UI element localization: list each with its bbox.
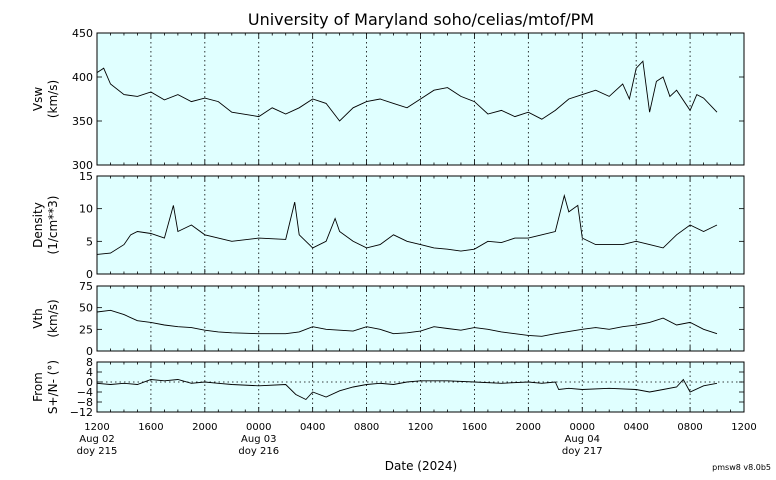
x-tick-date: Aug 03 [241, 434, 276, 445]
y-axis-label-line: (km/s) [46, 80, 60, 118]
y-tick-label: 350 [72, 115, 93, 128]
y-tick-label: 0 [86, 345, 93, 358]
x-tick-label: 0000 [570, 422, 595, 433]
panel-density: 0 5 10 15 Density(1/cm**3) [31, 170, 745, 281]
y-axis-label: Density(1/cm**3) [31, 196, 60, 255]
series-line-flow-angle [96, 378, 718, 401]
x-tick-doy: doy 216 [238, 446, 279, 457]
x-tick-doy: doy 217 [562, 446, 603, 457]
x-tick-date: Aug 02 [79, 434, 114, 445]
y-axis-label-line: Vsw [31, 87, 45, 111]
y-axis-label-line: (km/s) [46, 299, 60, 337]
y-tick-label: 0 [86, 376, 93, 389]
y-axis-label-line: (1/cm**3) [46, 196, 60, 255]
x-tick-label: 1600 [462, 422, 487, 433]
x-tick-label: 0400 [300, 422, 325, 433]
x-tick-date: Aug 04 [565, 434, 600, 445]
y-axis-label: FromS+/N- (°) [31, 360, 60, 414]
x-tick-label: 1200 [84, 422, 109, 433]
y-axis-label-line: Density [31, 202, 45, 248]
y-tick-label: 15 [79, 170, 93, 183]
x-tick-label: 2000 [516, 422, 541, 433]
panel-frame [96, 32, 745, 166]
panel-vth: 0 25 50 75 Vth(km/s) [31, 280, 745, 358]
series-line-vsw [96, 60, 718, 122]
y-tick-label: 5 [86, 235, 93, 248]
panel-frame [96, 175, 745, 275]
y-tick-label: −4 [77, 386, 93, 399]
panel-frame [96, 361, 745, 413]
series-line-density [96, 193, 718, 255]
panel-stack: 300350400450Vsw(km/s)051015Density(1/cm*… [31, 27, 745, 419]
y-tick-label: 10 [79, 203, 93, 216]
y-tick-label: 50 [79, 302, 93, 315]
y-tick-label: −12 [70, 406, 93, 419]
y-tick-label: 25 [79, 323, 93, 336]
x-tick-doy: doy 215 [77, 446, 118, 457]
y-axis-label-line: From [31, 372, 45, 402]
y-axis-label-line: Vth [31, 308, 45, 329]
series-line-vth [96, 309, 718, 337]
x-tick-label: 1600 [138, 422, 163, 433]
x-axis-label: Date (2024) [385, 459, 457, 473]
x-tick-label: 0400 [623, 422, 648, 433]
y-tick-label: 75 [79, 280, 93, 293]
x-tick-label: 1200 [731, 422, 756, 433]
y-tick-label: −8 [77, 396, 93, 409]
y-tick-label: 400 [72, 71, 93, 84]
y-axis-label-line: S+/N- (°) [46, 360, 60, 414]
x-tick-label: 1200 [408, 422, 433, 433]
y-tick-label: 4 [86, 366, 93, 379]
y-axis-label: Vsw(km/s) [31, 80, 60, 118]
x-tick-label: 2000 [192, 422, 217, 433]
x-tick-label: 0000 [246, 422, 271, 433]
y-tick-label: 300 [72, 159, 93, 172]
x-tick-label: 0800 [677, 422, 702, 433]
panel-frame [96, 285, 745, 352]
y-tick-label: 450 [72, 27, 93, 40]
y-axis-label: Vth(km/s) [31, 299, 60, 337]
panel-background [97, 362, 744, 412]
chart-title: University of Maryland soho/celias/mtof/… [248, 10, 594, 29]
y-tick-label: 8 [86, 356, 93, 369]
panel-vsw: 300 350 400 450 Vsw(km/s) [31, 27, 745, 172]
x-tick-label: 0800 [354, 422, 379, 433]
y-tick-label: 0 [86, 268, 93, 281]
version-label: pmsw8 v8.0b5 [712, 463, 771, 472]
